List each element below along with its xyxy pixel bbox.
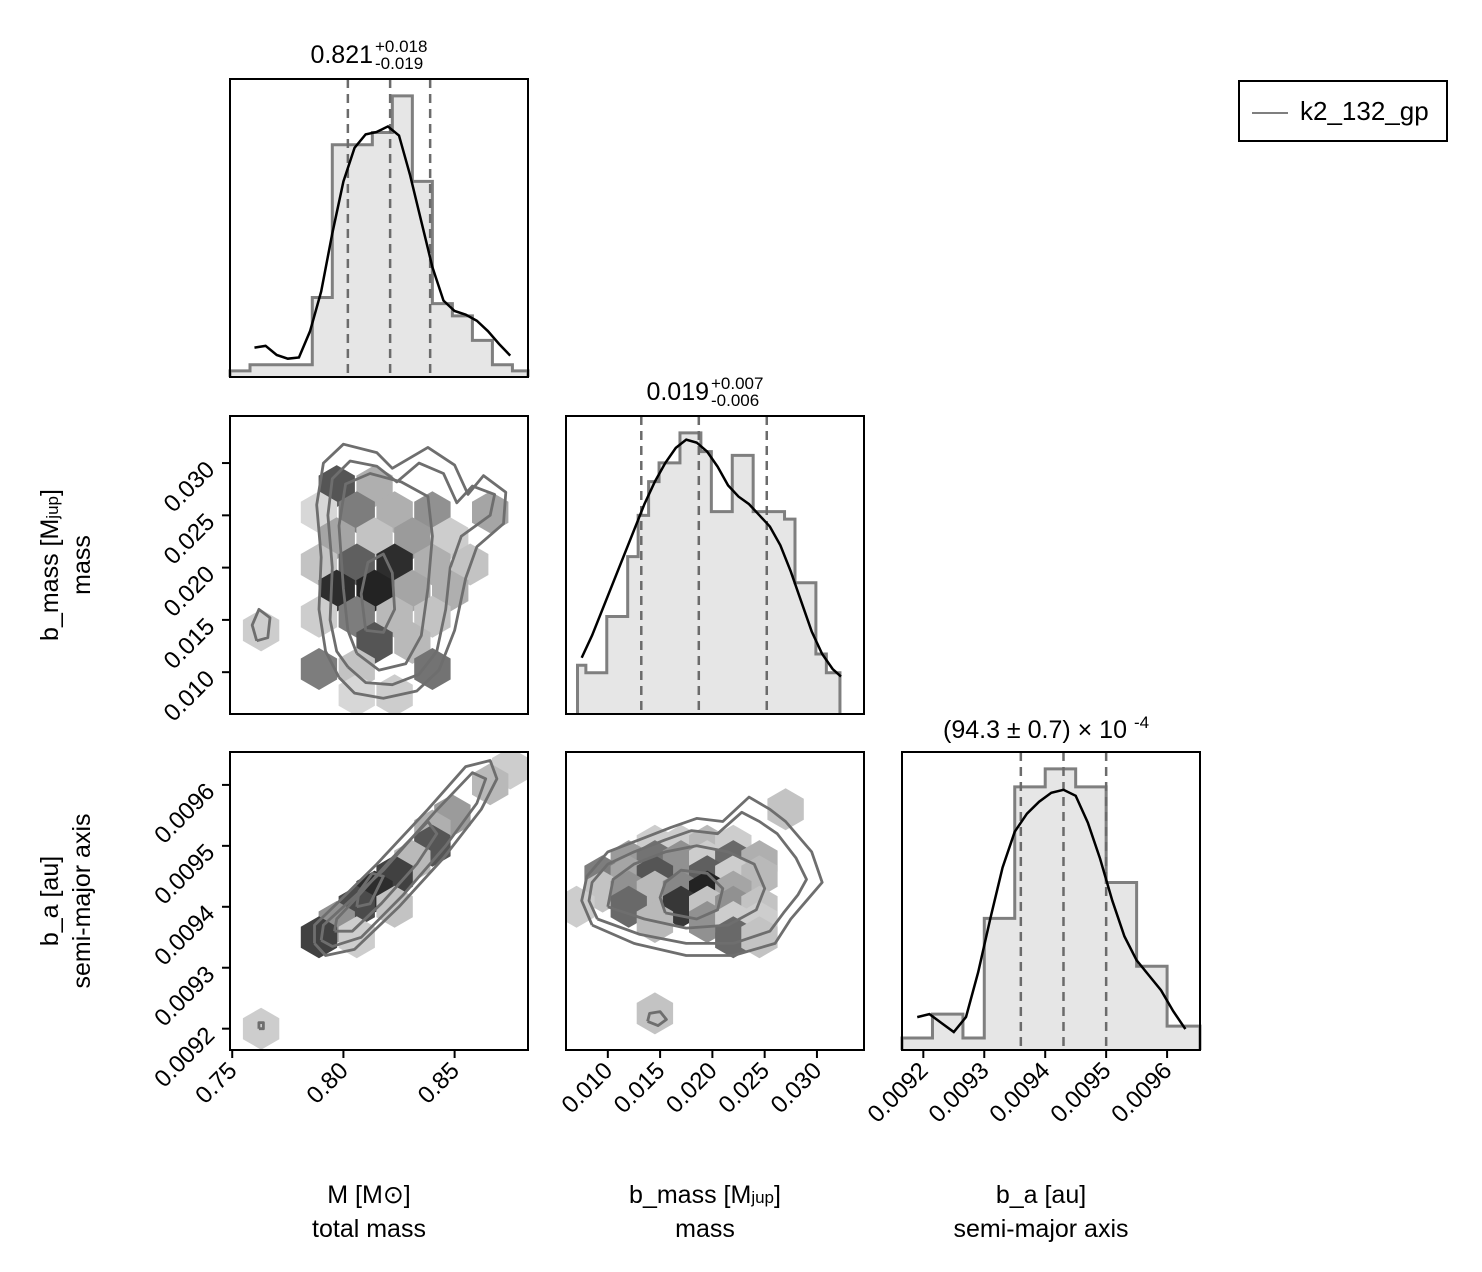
ytick-label-b_a-4: 0.0096 bbox=[149, 778, 220, 849]
contour-b_mass-b_a-0 bbox=[580, 795, 824, 957]
xlabel-M: M [M⊙] bbox=[327, 1181, 410, 1209]
hist-step-b_a bbox=[900, 767, 1202, 1050]
ytick-label-b_a-1: 0.0093 bbox=[149, 961, 220, 1032]
hexbin-b_mass-b_a-33 bbox=[741, 916, 778, 959]
contour-M-b_a-3 bbox=[355, 871, 385, 909]
contour-M-b_mass-2 bbox=[337, 472, 434, 672]
xtick-label-b_a-1: 0.0093 bbox=[924, 1057, 995, 1128]
xtick-label-b_a-2: 0.0094 bbox=[984, 1057, 1055, 1128]
contour-M-b_mass-1 bbox=[326, 459, 496, 687]
contour-M-b_a-0 bbox=[313, 759, 499, 957]
summary-plus-M: +0.018 bbox=[375, 37, 427, 56]
legend: k2_132_gp bbox=[1238, 80, 1448, 142]
summary-exp-b_a: -4 bbox=[1134, 713, 1149, 732]
xtick-label-b_mass-3: 0.025 bbox=[713, 1057, 775, 1119]
panel-hist-b_mass: 0.019 +0.007-0.006 bbox=[565, 374, 865, 715]
ytick-label-b_mass-1: 0.015 bbox=[159, 613, 221, 675]
summary-minus-M: -0.019 bbox=[375, 54, 423, 73]
panel-pair-M-b_a bbox=[229, 751, 529, 1051]
contour-b_mass-b_a-1 bbox=[587, 810, 808, 945]
summary-minus-b_mass: -0.006 bbox=[711, 391, 759, 410]
frame-diag-b_a bbox=[901, 751, 1201, 1051]
xtick-label-b_a-4: 0.0096 bbox=[1106, 1057, 1177, 1128]
ylabel-desc-b_mass: mass bbox=[68, 535, 96, 595]
kde-curve-b_mass bbox=[580, 438, 842, 678]
contour-M-b_mass-4 bbox=[250, 608, 272, 643]
ylabel-b_a: b_a [au] bbox=[36, 856, 64, 946]
summary-plus-b_mass: +0.007 bbox=[711, 374, 763, 393]
ylabel-group-b_mass: b_mass [Mjup]mass bbox=[36, 489, 96, 641]
hist-fill-M bbox=[230, 95, 528, 378]
summary-median-M: 0.821 bbox=[310, 41, 373, 69]
xtick-label-b_a-3: 0.0095 bbox=[1045, 1057, 1116, 1128]
panel-hist-b_a: (94.3 ± 0.7) × 10 -4 bbox=[900, 713, 1202, 1051]
xtick-label-b_mass-1: 0.015 bbox=[609, 1057, 671, 1119]
xlabel-b_mass: b_mass [Mjup] bbox=[629, 1181, 781, 1209]
ytick-label-b_a-3: 0.0095 bbox=[149, 839, 220, 910]
xtick-label-M-2: 0.85 bbox=[413, 1057, 465, 1109]
legend-label-k2-132-gp: k2_132_gp bbox=[1300, 96, 1429, 126]
ytick-label-b_mass-3: 0.025 bbox=[159, 508, 221, 570]
hexbin-M-b_mass-26 bbox=[300, 648, 338, 690]
frame-pair-M-b_a bbox=[229, 751, 529, 1051]
contour-b_mass-b_a-3 bbox=[658, 868, 725, 921]
panel-pair-M-b_mass bbox=[229, 415, 529, 715]
contour-M-b_a-4 bbox=[257, 1021, 265, 1031]
panel-hist-M: 0.821 +0.018-0.019 bbox=[228, 37, 530, 378]
xlabel-desc-b_a: semi-major axis bbox=[953, 1215, 1128, 1243]
ylabel-group-b_a: b_a [au] semi-major axis bbox=[36, 813, 96, 988]
ytick-label-b_mass-2: 0.020 bbox=[159, 561, 221, 623]
kde-curve-b_a bbox=[916, 788, 1187, 1034]
kde-curve-M bbox=[254, 124, 512, 360]
xtick-label-b_mass-2: 0.020 bbox=[661, 1057, 723, 1119]
xtick-label-b_mass-4: 0.030 bbox=[766, 1057, 828, 1119]
hist-step-M bbox=[228, 94, 530, 377]
hist-fill-b_mass bbox=[577, 432, 840, 714]
hexbin-M-b_mass-28 bbox=[414, 648, 451, 690]
ylabel-b_mass: b_mass [Mjup] bbox=[36, 489, 64, 641]
frame-pair-b_mass-b_a bbox=[565, 751, 865, 1051]
ylabel-desc-b_a: semi-major axis bbox=[68, 813, 96, 988]
xlabel-desc-b_mass: mass bbox=[675, 1215, 735, 1243]
contour-M-b_mass-0 bbox=[315, 442, 508, 700]
hexbin-M-b_mass-31 bbox=[242, 609, 280, 652]
hexbin-M-b_a-11 bbox=[300, 916, 338, 959]
xtick-label-b_a-0: 0.0092 bbox=[863, 1057, 934, 1128]
xtick-label-M-0: 0.75 bbox=[190, 1057, 242, 1109]
contour-b_mass-b_a-2 bbox=[606, 844, 767, 930]
frame-diag-M bbox=[229, 78, 529, 378]
hist-fill-b_a bbox=[902, 768, 1200, 1050]
summary-median-b_mass: 0.019 bbox=[646, 378, 709, 406]
frame-pair-M-b_mass bbox=[229, 415, 529, 715]
summary-text-b_a: (94.3 ± 0.7) × 10 bbox=[943, 716, 1127, 744]
ytick-label-b_mass-0: 0.010 bbox=[159, 665, 221, 727]
legend-swatch-k2-132-gp bbox=[1252, 112, 1288, 114]
contour-b_mass-b_a-4 bbox=[646, 1010, 668, 1027]
xtick-label-b_mass-0: 0.010 bbox=[557, 1057, 619, 1119]
hexbin-b_mass-b_a-35 bbox=[767, 788, 804, 831]
xlabel-b_a: b_a [au] bbox=[996, 1181, 1086, 1209]
panel-pair-b_mass-b_a bbox=[565, 751, 865, 1051]
contour-M-b_mass-3 bbox=[359, 552, 396, 634]
ytick-label-b_a-2: 0.0094 bbox=[149, 900, 220, 971]
contour-M-b_a-2 bbox=[333, 820, 439, 933]
contour-M-b_a-1 bbox=[319, 771, 488, 948]
xtick-label-M-1: 0.80 bbox=[302, 1057, 354, 1109]
ytick-label-b_mass-4: 0.030 bbox=[159, 456, 221, 518]
xlabel-desc-M: total mass bbox=[312, 1215, 426, 1243]
frame-diag-b_mass bbox=[565, 415, 865, 715]
